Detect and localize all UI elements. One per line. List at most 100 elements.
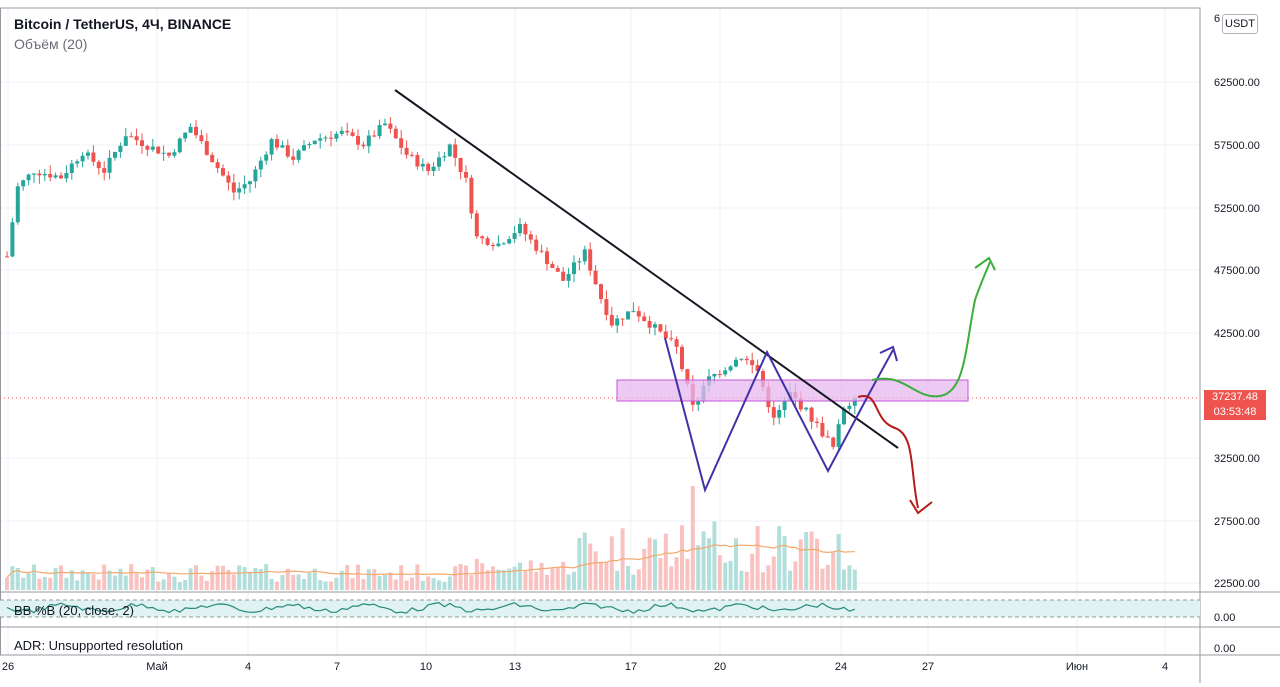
- volume-bar: [134, 573, 139, 590]
- candle-body: [458, 157, 463, 172]
- volume-bar: [226, 569, 231, 590]
- candle: [123, 127, 128, 146]
- candle: [161, 145, 166, 161]
- candle: [647, 315, 652, 334]
- candle: [561, 266, 566, 281]
- candle: [150, 138, 155, 152]
- candle: [750, 352, 755, 374]
- time-tick-label: 24: [835, 661, 847, 673]
- candle-body: [512, 233, 517, 240]
- volume-bar: [561, 561, 566, 590]
- volume-bar: [361, 579, 366, 590]
- candle-body: [129, 136, 134, 138]
- volume-bar: [631, 574, 636, 590]
- candle-body: [723, 370, 728, 375]
- currency-button[interactable]: USDT: [1222, 14, 1258, 34]
- candle-body: [194, 126, 198, 136]
- candle-body: [696, 400, 701, 405]
- candle-body: [296, 150, 301, 160]
- volume-bar: [431, 578, 436, 590]
- volume-bar: [609, 536, 614, 590]
- candle: [204, 133, 209, 156]
- candle: [285, 139, 290, 159]
- candle: [518, 218, 522, 237]
- volume-bar: [188, 568, 193, 590]
- candle-body: [712, 374, 717, 377]
- volume-bar: [771, 556, 776, 590]
- candle: [631, 302, 636, 313]
- volume-bar: [582, 532, 587, 590]
- candle: [215, 158, 220, 173]
- volume-bar: [231, 574, 236, 590]
- candle: [847, 402, 852, 412]
- volume-bar: [523, 571, 528, 590]
- volume-bar: [663, 533, 668, 590]
- candle-body: [48, 173, 53, 178]
- candle: [388, 117, 393, 134]
- candle: [280, 140, 285, 148]
- candle: [210, 152, 215, 163]
- candle-body: [199, 135, 204, 142]
- time-axis: 26 Май 4 7 10 13 17 20 24 27 Июн 4: [2, 661, 1168, 673]
- volume-bar: [458, 564, 463, 590]
- candle-body: [561, 271, 566, 281]
- candle-body: [334, 133, 339, 139]
- candle-body: [10, 222, 15, 257]
- volume-bar: [123, 575, 128, 590]
- candle-body: [145, 145, 150, 150]
- last-price-tag: 37237.48: [1204, 390, 1266, 404]
- candle: [734, 356, 738, 368]
- candle-body: [750, 360, 755, 366]
- candle-body: [150, 146, 155, 150]
- candle: [642, 312, 647, 322]
- candle-body: [404, 147, 409, 155]
- double-bottom-pattern: [664, 337, 871, 493]
- candle: [307, 141, 312, 149]
- volume-bar: [437, 580, 441, 590]
- volume-bar: [91, 574, 96, 590]
- volume-legend[interactable]: Объём (20): [14, 36, 88, 52]
- candle-body: [442, 156, 447, 158]
- candle: [5, 251, 9, 258]
- candle-body: [237, 188, 242, 193]
- volume-ma-line: [6, 544, 855, 579]
- volume-bar: [658, 558, 663, 590]
- volume-bar: [37, 578, 42, 590]
- symbol-title[interactable]: Bitcoin / TetherUS, 4Ч, BINANCE: [14, 16, 232, 32]
- candle: [26, 173, 31, 186]
- volume-bar: [253, 567, 258, 590]
- volume-bar: [793, 561, 798, 590]
- volume-bar: [129, 564, 134, 590]
- candle: [194, 120, 198, 139]
- volume-bar: [496, 569, 501, 590]
- volume-bar: [707, 538, 711, 590]
- volume-bar: [258, 569, 263, 590]
- candle: [177, 137, 182, 154]
- volume-bar: [269, 578, 274, 590]
- candle-body: [91, 152, 96, 162]
- volume-bar: [447, 576, 452, 590]
- candles: [5, 117, 857, 452]
- candle: [620, 318, 625, 327]
- candle-body: [420, 163, 425, 167]
- candle-body: [204, 141, 209, 155]
- adr-indicator-label[interactable]: ADR: Unsupported resolution: [14, 638, 184, 653]
- candle: [545, 247, 549, 271]
- volume-bar: [712, 521, 717, 590]
- bb-indicator-label[interactable]: BB %B (20, close, 2): [14, 603, 134, 618]
- time-tick-label: 4: [245, 661, 251, 673]
- candle-body: [555, 268, 560, 272]
- candle-body: [761, 371, 765, 388]
- volume-bar: [150, 567, 155, 590]
- candle-body: [86, 152, 90, 156]
- time-tick-label: Июн: [1066, 661, 1088, 673]
- volume-bar: [177, 581, 182, 590]
- candle: [464, 165, 468, 183]
- candle-body: [37, 173, 42, 176]
- candle-body: [318, 138, 323, 141]
- candle: [512, 225, 517, 244]
- candle: [188, 123, 193, 133]
- candle-body: [474, 213, 479, 237]
- volume-bar: [42, 576, 47, 590]
